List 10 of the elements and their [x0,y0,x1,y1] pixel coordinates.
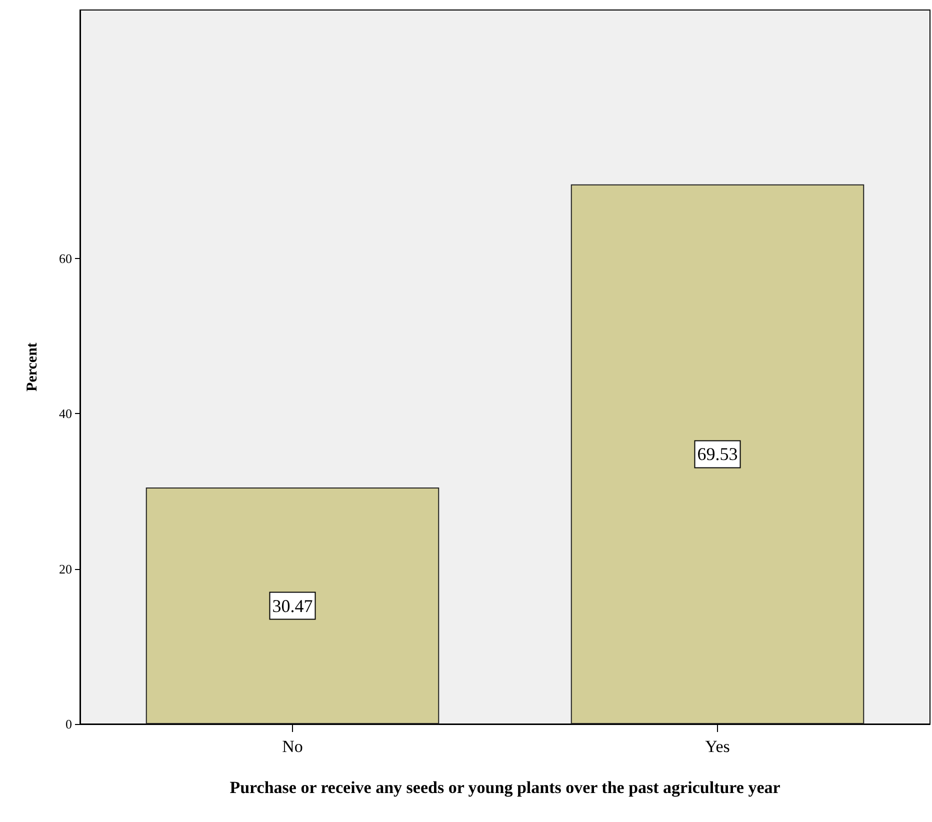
y-tick-label: 20 [59,561,72,576]
x-tick-label: No [282,737,303,756]
x-axis-title: Purchase or receive any seeds or young plants over the past agriculture year [230,778,781,797]
y-axis-title: Percent [24,342,40,392]
data-label: 69.53 [697,444,738,464]
y-tick-label: 0 [66,716,72,732]
x-tick-label: Yes [705,737,730,756]
y-tick-label: 40 [59,406,72,422]
y-tick-label: 60 [59,250,72,266]
data-label: 30.47 [272,596,313,616]
